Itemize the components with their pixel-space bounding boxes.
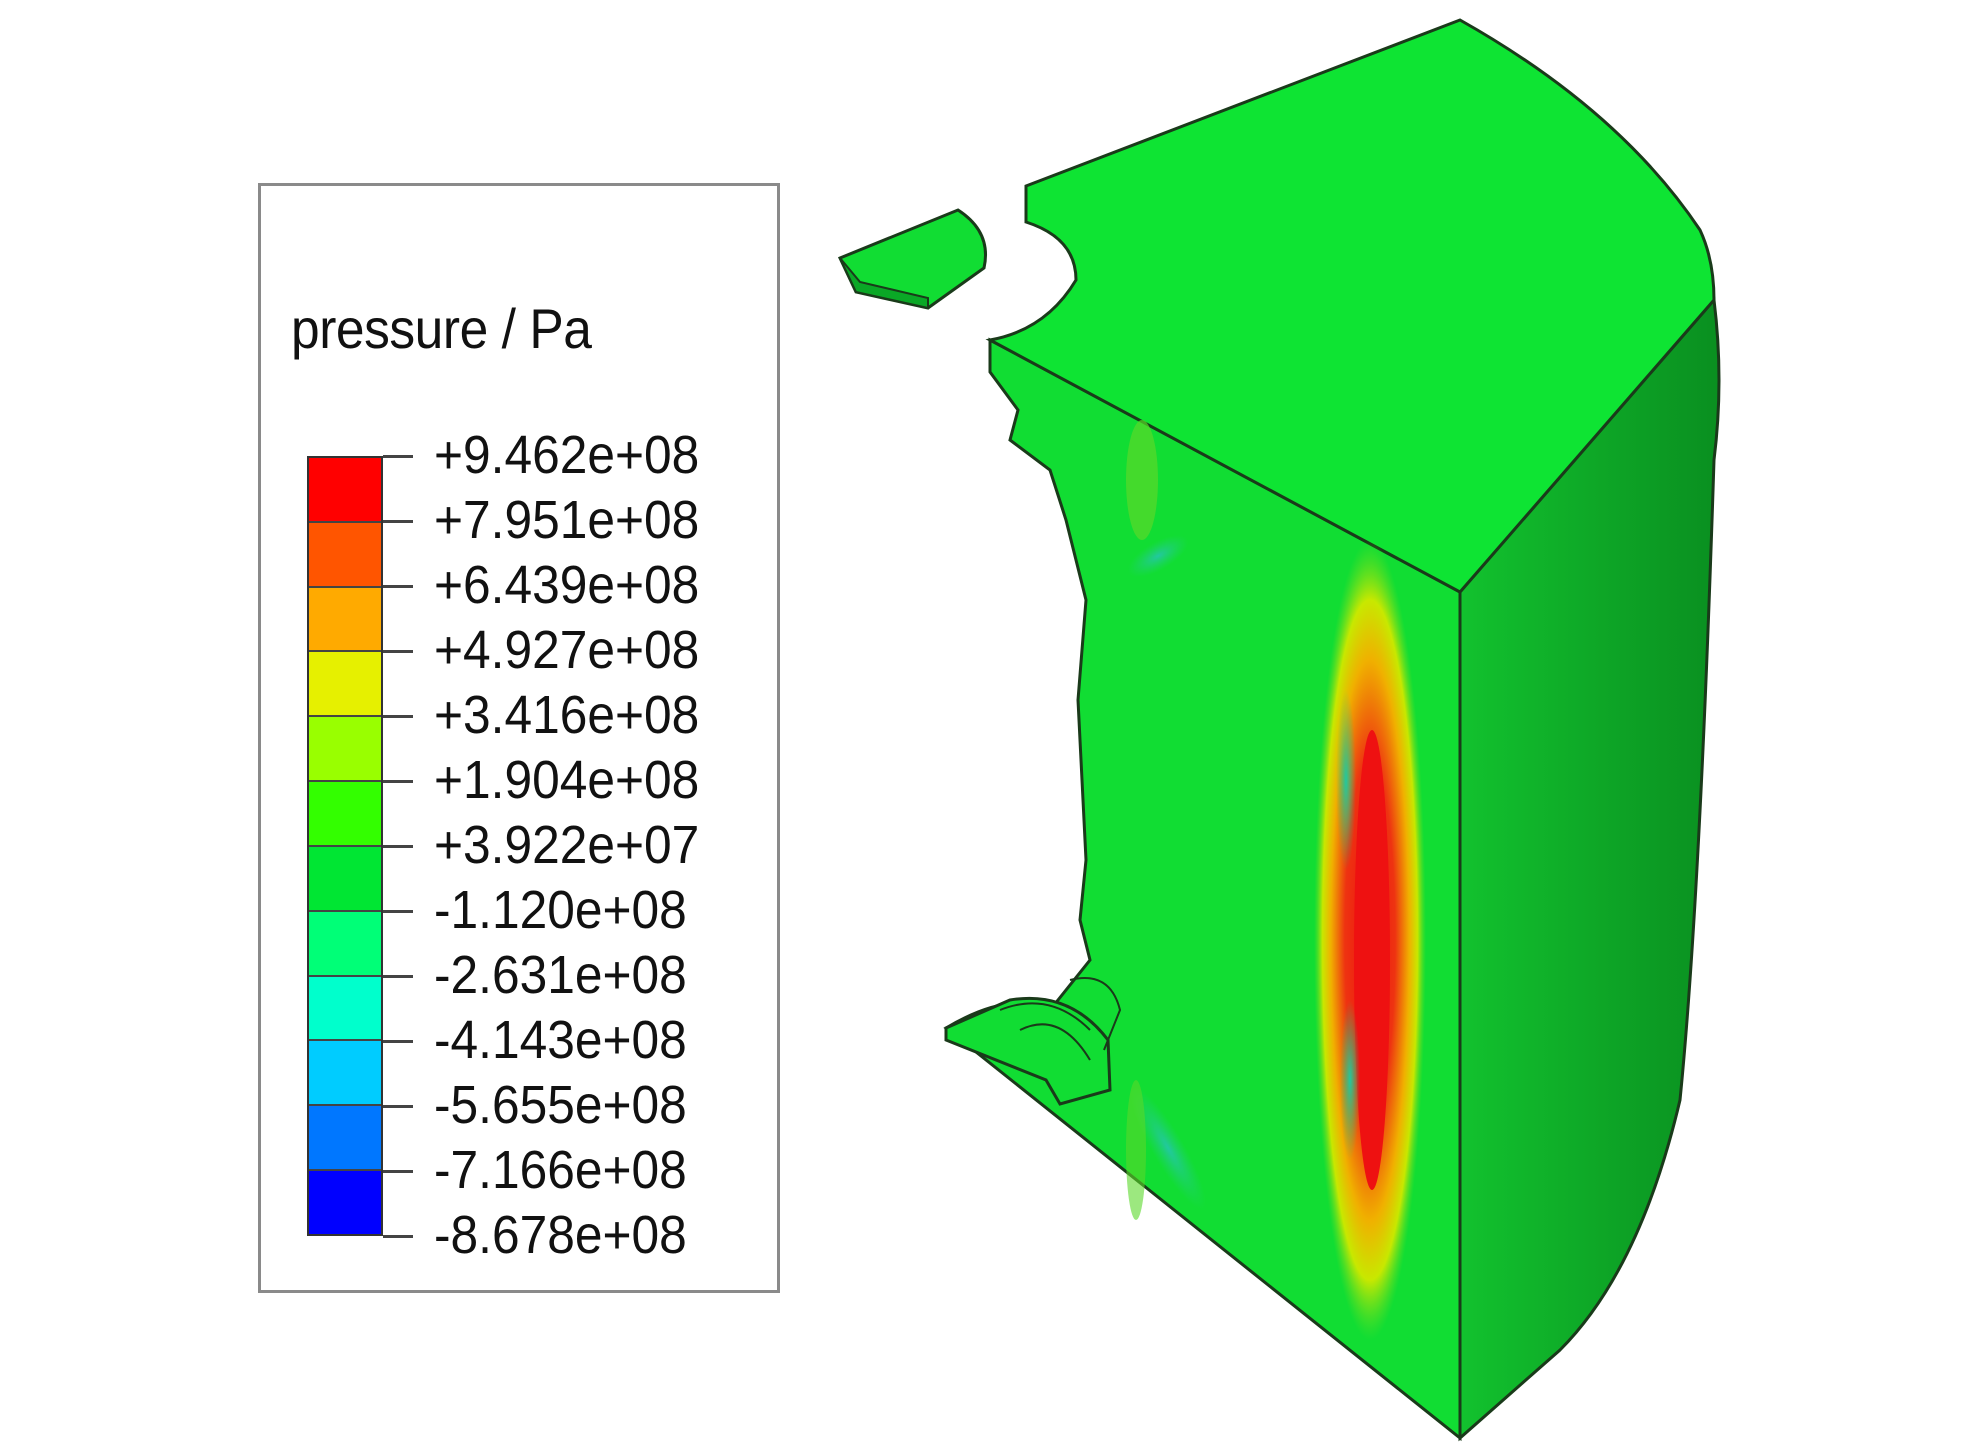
legend-tick-label: +9.462e+08 [434,425,700,485]
legend-tick-label: -8.678e+08 [434,1205,687,1265]
color-band [309,1041,381,1107]
color-band [309,458,381,523]
legend-tick-mark [383,1040,413,1043]
legend-tick-mark [383,910,413,913]
legend-tick-mark [383,780,413,783]
color-scale-bar [307,456,383,1236]
legend-tick-label: -5.655e+08 [434,1075,687,1135]
color-band [309,976,381,1042]
legend-tick-label: +3.416e+08 [434,685,700,745]
legend-tick-label: -4.143e+08 [434,1010,687,1070]
legend-tick-label: -1.120e+08 [434,880,687,940]
color-band [309,782,381,847]
legend-tick-mark [383,1235,413,1238]
color-band [309,587,381,653]
color-band [309,652,381,718]
color-band [309,717,381,783]
legend-tick-label: +3.922e+07 [434,815,700,875]
legend-tick-mark [383,845,413,848]
legend-title: pressure / Pa [291,297,592,360]
legend-tick-label: +1.904e+08 [434,750,700,810]
legend-tick-label: +6.439e+08 [434,555,700,615]
legend-tick-mark [383,715,413,718]
color-band [309,1106,381,1172]
legend-tick-mark [383,455,413,458]
legend-tick-mark [383,650,413,653]
legend-panel: pressure / Pa +9.462e+08 +7.951e+08 +6.439… [258,183,780,1293]
legend-tick-mark [383,975,413,978]
legend-tick-label: +7.951e+08 [434,490,700,550]
color-band [309,1171,381,1234]
legend-tick-mark [383,585,413,588]
lower-fixture [944,977,1122,1106]
legend-tick-mark [383,1170,413,1173]
legend-tick-label: -2.631e+08 [434,945,687,1005]
color-band [309,846,381,912]
legend-tick-label: -7.166e+08 [434,1140,687,1200]
color-band [309,911,381,977]
detached-fragment [837,208,987,310]
legend-tick-mark [383,520,413,523]
legend-tick-label: +4.927e+08 [434,620,700,680]
top-face [985,18,1716,594]
legend-tick-mark [383,1105,413,1108]
stress-contours [1126,420,1426,1340]
color-band [309,522,381,588]
outer-curved-side [1458,296,1721,1442]
